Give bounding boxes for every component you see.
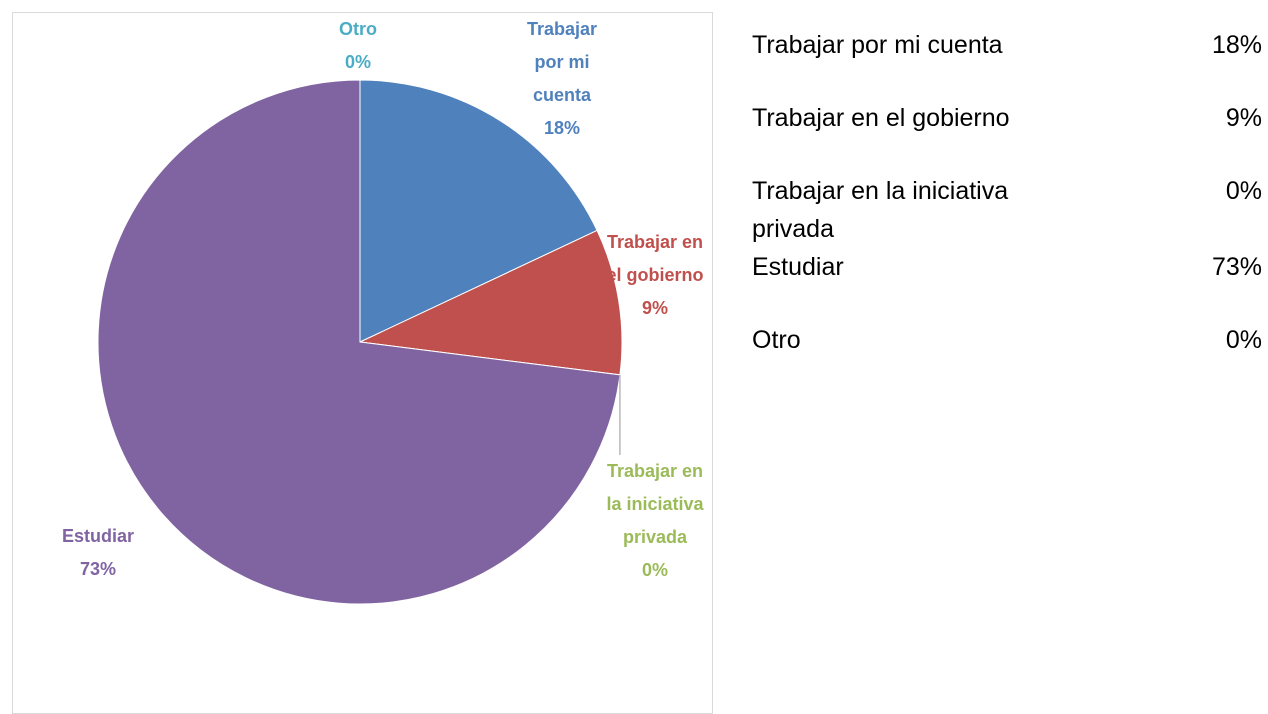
data-label: Trabajar en el gobierno 9% — [603, 226, 707, 325]
table-row: Trabajar por mi cuenta 18% — [752, 26, 1262, 99]
data-label-value: 18% — [543, 118, 581, 138]
chart — [97, 79, 623, 605]
pie-slice — [358, 229, 623, 376]
page: Trabajar por mi cuenta 18% Trabajar en el … — [12, 12, 1262, 714]
table-value: 0% — [1225, 177, 1262, 205]
table-row: Otro 0% — [752, 321, 1262, 394]
table-value: 73% — [1211, 253, 1262, 281]
data-label-category: Trabajar en el gobierno — [606, 232, 704, 285]
data-label-category: Trabajar por mi cuenta — [526, 19, 598, 105]
data-label-value: 0% — [641, 560, 668, 580]
table-row: Estudiar 73% — [752, 248, 1262, 321]
data-label: Trabajar por mi cuenta 18% — [510, 13, 614, 145]
table-category: Trabajar en el gobierno — [752, 104, 1010, 132]
legend-table: Trabajar por mi cuenta 18% Trabajar en el … — [752, 26, 1262, 394]
table-category: Estudiar — [752, 253, 844, 281]
table-value: 18% — [1211, 31, 1262, 59]
table-category: Otro — [752, 326, 801, 354]
data-label-value: 0% — [344, 52, 371, 72]
data-label-category: Otro — [339, 19, 377, 39]
table-category: Trabajar por mi cuenta — [752, 31, 1003, 59]
table-row: Trabajar en el gobierno 9% — [752, 99, 1262, 172]
data-label: Estudiar 73% — [46, 520, 150, 586]
data-label-value: 9% — [641, 298, 668, 318]
data-label: Trabajar en la iniciativa privada 0% — [603, 455, 707, 587]
data-label-category: Trabajar en la iniciativa privada — [606, 461, 704, 547]
data-label: Otro 0% — [306, 13, 410, 79]
data-label-value: 73% — [79, 559, 117, 579]
data-label-category: Estudiar — [61, 526, 135, 546]
table-value: 0% — [1225, 326, 1262, 354]
pie-slice — [97, 79, 621, 605]
table-row: Trabajar en la iniciativa privada 0% — [752, 172, 1262, 248]
table-value: 9% — [1225, 104, 1262, 132]
table-category: Trabajar en la iniciativa privada — [752, 177, 1009, 243]
pie-slice — [359, 79, 598, 343]
